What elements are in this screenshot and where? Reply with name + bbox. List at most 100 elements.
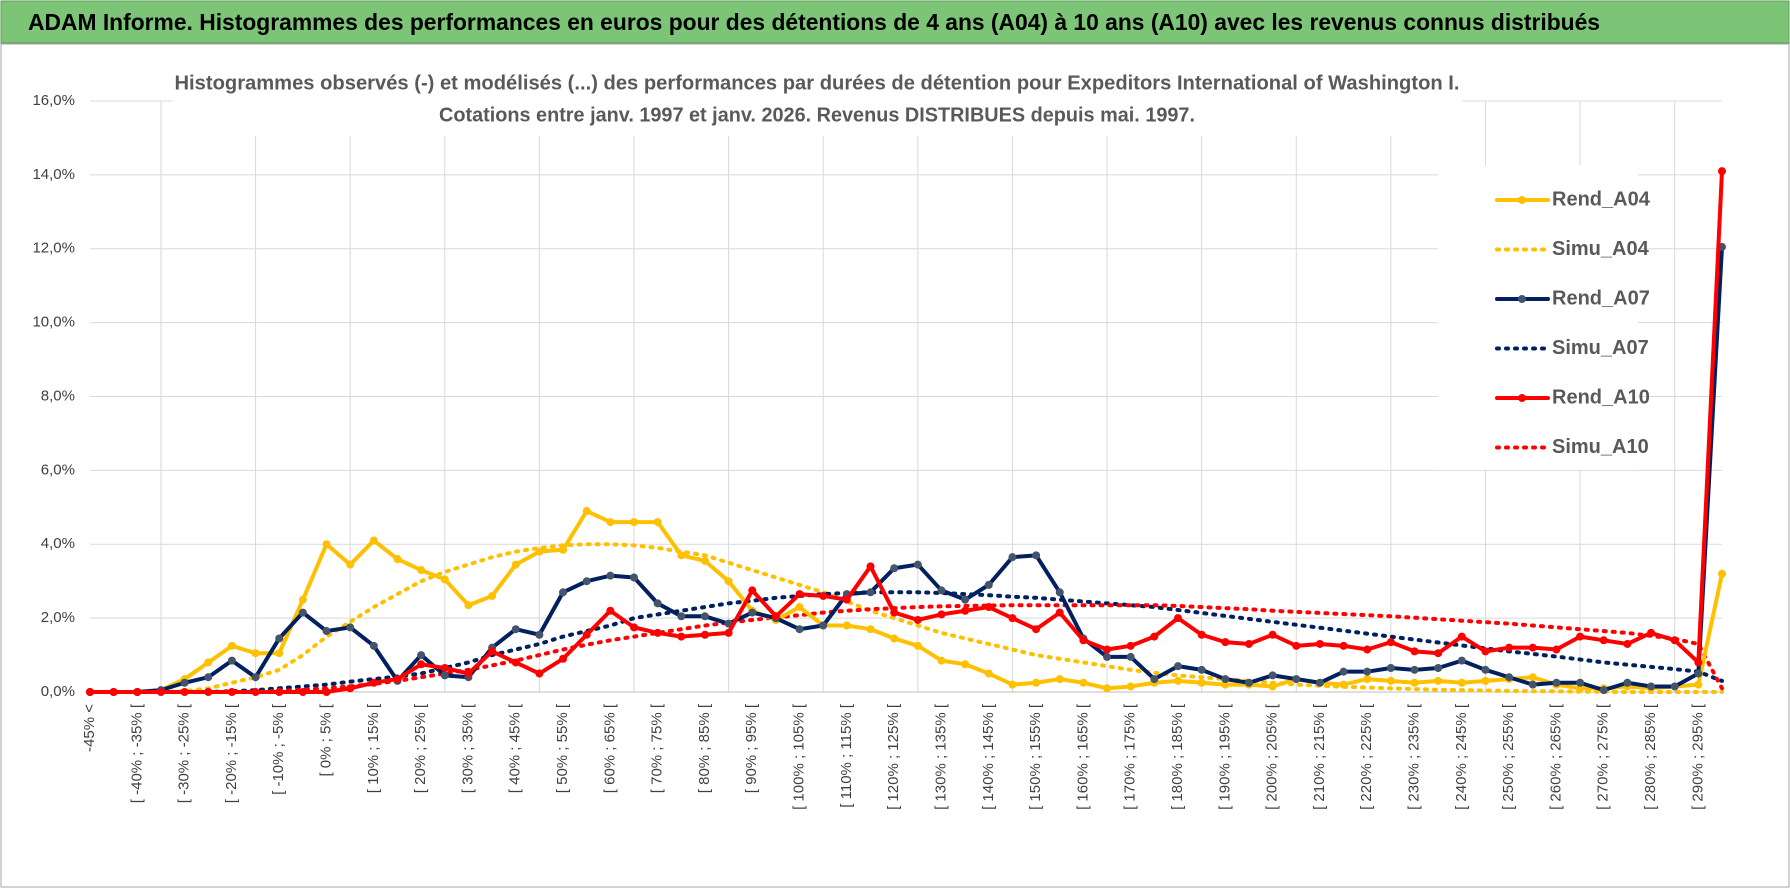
data-point bbox=[227, 641, 236, 650]
data-point bbox=[1008, 553, 1017, 562]
data-point bbox=[1576, 678, 1585, 687]
data-point bbox=[1457, 632, 1466, 641]
data-point bbox=[606, 518, 615, 527]
data-point bbox=[346, 560, 355, 569]
data-point bbox=[1315, 678, 1324, 687]
data-point bbox=[1268, 671, 1277, 680]
y-tick-label: 16,0% bbox=[32, 92, 75, 109]
data-point bbox=[1363, 645, 1372, 654]
y-tick-label: 6,0% bbox=[41, 461, 75, 478]
data-point bbox=[1505, 673, 1514, 682]
data-point bbox=[275, 634, 284, 643]
data-point bbox=[1315, 639, 1324, 648]
legend-marker bbox=[1518, 394, 1526, 402]
data-point bbox=[251, 688, 260, 696]
data-point bbox=[298, 595, 307, 604]
data-point bbox=[1268, 630, 1277, 639]
data-point bbox=[369, 536, 378, 545]
data-point bbox=[1694, 669, 1703, 678]
data-point bbox=[559, 545, 568, 554]
x-tick-label: [ 130% ; 135% [ bbox=[932, 703, 949, 810]
data-point bbox=[86, 688, 94, 696]
data-point bbox=[275, 688, 284, 696]
series-line bbox=[88, 244, 1724, 694]
data-point bbox=[393, 675, 402, 684]
data-point bbox=[464, 669, 473, 678]
data-point bbox=[109, 688, 118, 696]
data-point bbox=[1292, 641, 1301, 650]
data-point bbox=[1197, 678, 1206, 687]
data-point bbox=[535, 630, 544, 639]
data-point bbox=[417, 651, 426, 660]
data-point bbox=[653, 518, 662, 527]
data-point bbox=[1339, 680, 1348, 689]
data-point bbox=[298, 688, 307, 696]
data-point bbox=[890, 608, 899, 617]
data-point bbox=[1103, 645, 1112, 654]
data-point bbox=[1410, 678, 1419, 687]
data-point bbox=[866, 588, 875, 597]
legend-label: Rend_A04 bbox=[1552, 188, 1651, 210]
data-point bbox=[440, 663, 449, 672]
data-point bbox=[1174, 614, 1182, 623]
data-point bbox=[393, 555, 402, 564]
data-point bbox=[819, 591, 828, 600]
data-point bbox=[511, 560, 520, 569]
data-point bbox=[1599, 636, 1608, 645]
data-point bbox=[1008, 680, 1017, 689]
data-point bbox=[1055, 675, 1064, 684]
legend-label: Simu_A04 bbox=[1552, 238, 1650, 260]
data-point bbox=[1008, 614, 1017, 623]
data-point bbox=[630, 518, 638, 527]
data-point bbox=[1670, 682, 1679, 691]
x-tick-label: [ 90% ; 95% [ bbox=[743, 703, 760, 793]
data-point bbox=[1434, 663, 1443, 672]
data-point bbox=[748, 608, 757, 617]
x-tick-label: [ 50% ; 55% [ bbox=[554, 703, 571, 793]
data-point bbox=[1174, 662, 1182, 671]
data-point bbox=[1552, 645, 1561, 654]
data-point bbox=[653, 599, 662, 608]
x-tick-label: [ 220% ; 225% [ bbox=[1358, 703, 1375, 810]
x-tick-label: [ -40% ; -35% [ bbox=[128, 703, 145, 803]
data-point bbox=[842, 621, 851, 630]
data-point bbox=[1576, 632, 1585, 641]
data-point bbox=[1126, 641, 1135, 650]
data-point bbox=[748, 586, 757, 595]
data-point bbox=[1410, 647, 1419, 656]
data-point bbox=[440, 575, 449, 584]
x-tick-label: [ -20% ; -15% [ bbox=[223, 703, 240, 803]
data-point bbox=[535, 547, 544, 556]
subtitle-line: Histogrammes observés (-) et modélisés (… bbox=[175, 72, 1460, 94]
data-point bbox=[1174, 676, 1182, 685]
data-point bbox=[1410, 665, 1419, 674]
data-point bbox=[511, 658, 520, 667]
x-tick-label: [ 210% ; 215% [ bbox=[1311, 703, 1328, 810]
legend-marker bbox=[1518, 196, 1526, 204]
data-point bbox=[1221, 675, 1230, 684]
x-tick-label: [ 230% ; 235% [ bbox=[1405, 703, 1422, 810]
data-point bbox=[795, 625, 804, 634]
data-point bbox=[180, 678, 189, 687]
data-point bbox=[842, 595, 851, 604]
data-point bbox=[1386, 663, 1395, 672]
x-tick-label: [ 170% ; 175% [ bbox=[1122, 703, 1139, 810]
data-point bbox=[298, 608, 307, 617]
data-point bbox=[346, 684, 355, 693]
data-point bbox=[1457, 678, 1466, 687]
data-point bbox=[133, 688, 142, 696]
data-point bbox=[1103, 652, 1112, 661]
x-tick-label: [ 40% ; 45% [ bbox=[507, 703, 524, 793]
data-point bbox=[913, 615, 922, 624]
data-point bbox=[1150, 675, 1159, 684]
data-point bbox=[1032, 551, 1041, 560]
data-point bbox=[1386, 638, 1395, 647]
x-tick-label: [ 180% ; 185% [ bbox=[1169, 703, 1186, 810]
data-point bbox=[1244, 639, 1253, 648]
data-point bbox=[1718, 167, 1726, 176]
data-point bbox=[1268, 682, 1277, 691]
data-point bbox=[795, 603, 804, 612]
data-point bbox=[890, 634, 899, 643]
x-tick-label: [ 200% ; 205% [ bbox=[1264, 703, 1281, 810]
data-point bbox=[204, 658, 213, 667]
